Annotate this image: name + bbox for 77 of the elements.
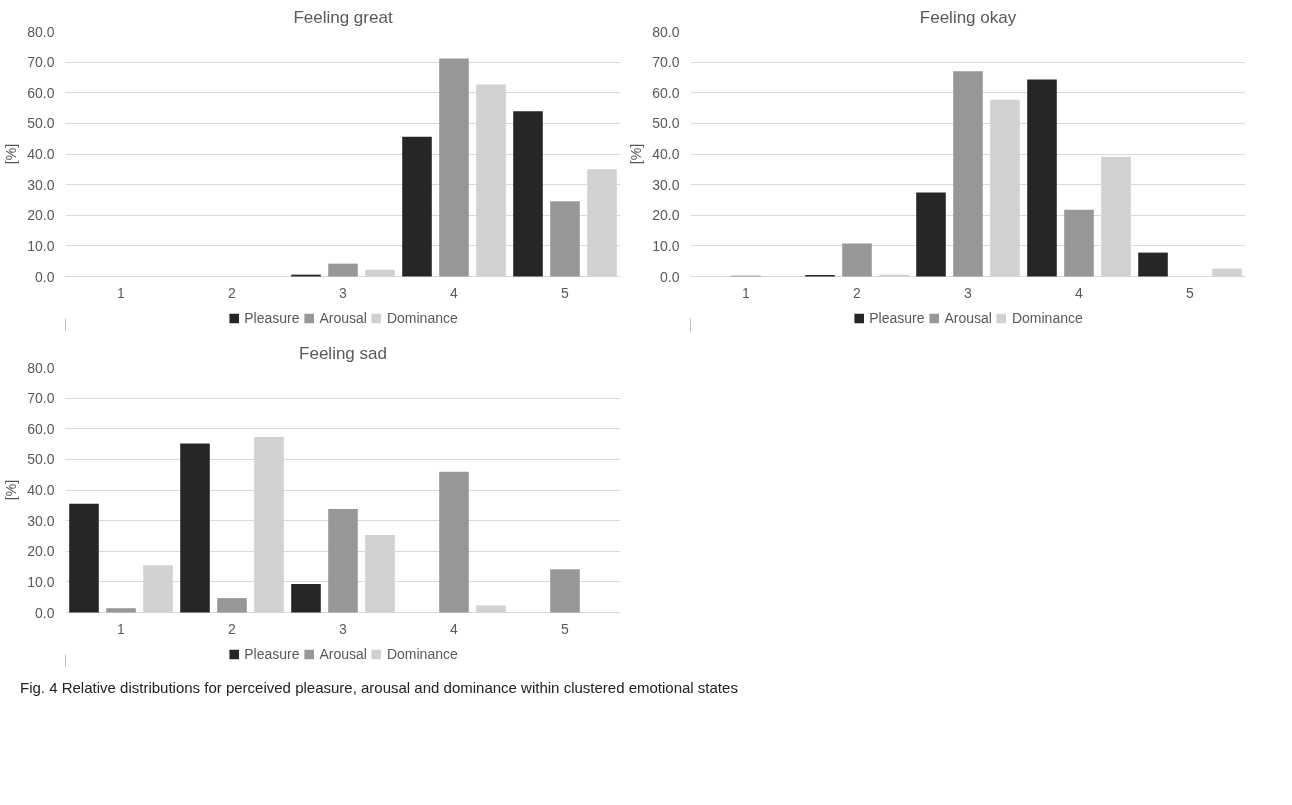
- caption: Fig. 4 Relative distributions for perceived pleasure, arousal and dominance within clustered emotional states: [20, 678, 738, 698]
- y-tick-label: 80.0: [27, 23, 55, 40]
- y-tick-label: 70.0: [27, 390, 55, 407]
- bar: [513, 111, 543, 277]
- legend-label: Dominance: [386, 646, 458, 662]
- bar: [328, 263, 358, 277]
- legend-label: Arousal: [319, 646, 367, 662]
- y-tick-label: 0.0: [660, 268, 680, 285]
- y-tick-label: 20.0: [27, 207, 55, 224]
- y-axis-title: [%]: [3, 143, 20, 165]
- x-tick-label: 1: [742, 284, 751, 301]
- y-tick-label: 30.0: [27, 176, 55, 193]
- chart-title: Feeling sad: [299, 343, 387, 363]
- bar: [916, 192, 946, 277]
- y-tick-label: 10.0: [27, 237, 55, 254]
- y-tick-label: 60.0: [27, 84, 55, 101]
- y-tick-label: 30.0: [652, 176, 680, 193]
- bar: [1138, 252, 1168, 277]
- y-tick-label: 70.0: [652, 54, 680, 71]
- y-tick-label: 80.0: [27, 359, 55, 376]
- y-tick-label: 10.0: [652, 237, 680, 254]
- legend-label: Pleasure: [244, 310, 300, 326]
- legend-label: Dominance: [386, 310, 458, 326]
- x-tick-label: 2: [228, 620, 237, 637]
- bar: [402, 136, 432, 277]
- bar: [439, 58, 469, 277]
- y-tick-label: 60.0: [652, 84, 680, 101]
- legend-label: Dominance: [1011, 310, 1083, 326]
- legend-label: Pleasure: [244, 646, 300, 662]
- x-tick-label: 4: [450, 284, 459, 301]
- x-tick-label: 4: [450, 620, 459, 637]
- y-tick-label: 60.0: [27, 420, 55, 437]
- x-tick-label: 3: [964, 284, 973, 301]
- y-axis-title: [%]: [3, 479, 20, 501]
- y-tick-label: 50.0: [652, 115, 680, 132]
- x-tick-label: 3: [339, 284, 348, 301]
- chart-title: Feeling great: [293, 7, 393, 27]
- y-tick-label: 0.0: [35, 604, 55, 621]
- bar: [217, 598, 247, 613]
- chart-title: Feeling okay: [919, 7, 1017, 27]
- y-tick-label: 40.0: [27, 146, 55, 162]
- y-tick-label: 40.0: [27, 482, 55, 498]
- bar: [550, 569, 580, 613]
- bar: [69, 503, 99, 613]
- bar: [953, 71, 983, 277]
- bar: [106, 608, 136, 613]
- legend-label: Pleasure: [869, 310, 925, 326]
- x-tick-label: 4: [1075, 284, 1084, 301]
- y-tick-label: 80.0: [652, 23, 680, 40]
- y-tick-label: 70.0: [27, 54, 55, 71]
- bar: [328, 508, 358, 613]
- y-tick-label: 0.0: [35, 268, 55, 285]
- y-tick-label: 20.0: [652, 207, 680, 224]
- y-axis-title: [%]: [628, 143, 645, 165]
- bar: [550, 201, 580, 277]
- x-tick-label: 2: [853, 284, 862, 301]
- bar: [842, 243, 872, 277]
- bar: [1027, 79, 1057, 277]
- y-tick-label: 10.0: [27, 573, 55, 590]
- x-tick-label: 2: [228, 284, 237, 301]
- y-tick-label: 50.0: [27, 451, 55, 468]
- bar: [291, 584, 321, 613]
- y-tick-label: 30.0: [27, 512, 55, 529]
- bar: [1064, 209, 1094, 277]
- x-tick-label: 1: [117, 620, 126, 637]
- x-tick-label: 3: [339, 620, 348, 637]
- x-tick-label: 5: [561, 284, 570, 301]
- legend-label: Arousal: [944, 310, 992, 326]
- y-tick-label: 50.0: [27, 115, 55, 132]
- x-tick-label: 1: [117, 284, 126, 301]
- legend-label: Arousal: [319, 310, 367, 326]
- bar: [180, 443, 210, 613]
- y-tick-label: 40.0: [652, 146, 680, 162]
- y-tick-label: 20.0: [27, 543, 55, 560]
- x-tick-label: 5: [561, 620, 570, 637]
- x-tick-label: 5: [1186, 284, 1195, 301]
- bar: [439, 471, 469, 613]
